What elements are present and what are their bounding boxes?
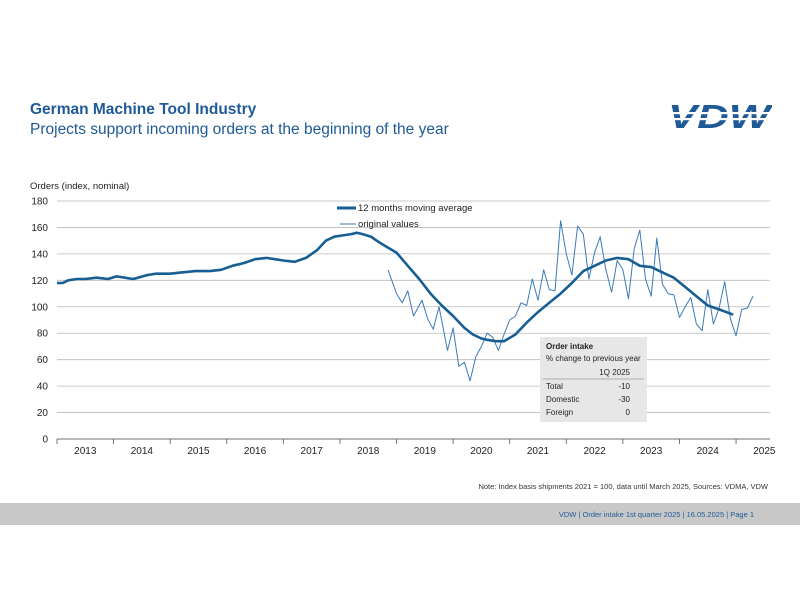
x-ticks: 2013 2014 2015 2016 2017 2018 2019 2020 2021 2022… <box>56 439 776 457</box>
x-tick-label: 2014 <box>131 446 154 457</box>
orders-chart: Orders (index, nominal) 0 20 40 60 80 100 120 1… <box>30 181 776 457</box>
x-tick-label: 2022 <box>583 446 606 457</box>
inset-row-value: -10 <box>618 382 630 391</box>
y-tick-label: 180 <box>31 197 48 208</box>
inset-row-label: Total <box>546 382 563 391</box>
footer-text: VDW | Order intake 1st quarter 2025 | 16… <box>558 510 754 519</box>
y-tick-label: 140 <box>31 249 48 260</box>
inset-row-label: Foreign <box>546 408 573 417</box>
y-tick-label: 0 <box>42 435 48 446</box>
inset-subtitle: % change to previous year <box>546 354 641 363</box>
y-tick-label: 100 <box>31 302 48 313</box>
y-ticks: 0 20 40 60 80 100 120 140 160 180 <box>31 197 48 446</box>
page-title: German Machine Tool Industry <box>30 101 257 118</box>
grid <box>57 200 770 440</box>
y-tick-label: 80 <box>37 329 49 340</box>
source-note: Note: Index basis shipments 2021 = 100, … <box>478 482 768 491</box>
x-tick-label: 2021 <box>527 446 550 457</box>
y-tick-label: 40 <box>37 382 49 393</box>
vdw-logo-text: VDW <box>668 103 772 130</box>
y-axis-label: Orders (index, nominal) <box>30 181 129 192</box>
inset-title: Order intake <box>546 342 594 351</box>
x-tick-label: 2017 <box>301 446 324 457</box>
series-line-moving-average <box>57 231 734 343</box>
page-subtitle: Projects support incoming orders at the … <box>30 121 449 138</box>
inset-row-label: Domestic <box>546 395 579 404</box>
x-tick-label: 2015 <box>187 446 210 457</box>
x-tick-label: 2016 <box>244 446 267 457</box>
inset-column-header: 1Q 2025 <box>599 368 630 377</box>
inset-background <box>540 337 647 422</box>
inset-row-value: 0 <box>626 408 631 417</box>
y-tick-label: 20 <box>37 408 49 419</box>
legend-label-moving-average: 12 months moving average <box>358 203 473 214</box>
x-tick-label: 2013 <box>74 446 97 457</box>
inset-row-value: -30 <box>618 395 630 404</box>
footer-bar: VDW | Order intake 1st quarter 2025 | 16… <box>0 503 800 525</box>
order-intake-box: Order intake % change to previous year 1… <box>540 337 647 422</box>
x-tick-label: 2018 <box>357 446 380 457</box>
x-tick-label: 2023 <box>640 446 663 457</box>
x-tick-label: 2024 <box>697 446 720 457</box>
series-line-original-values <box>387 220 754 382</box>
x-tick-label: 2025 <box>753 446 776 457</box>
y-tick-label: 60 <box>37 355 49 366</box>
y-tick-label: 120 <box>31 276 48 287</box>
x-tick-label: 2019 <box>414 446 437 457</box>
x-tick-label: 2020 <box>470 446 493 457</box>
legend-label-original: original values <box>358 219 419 230</box>
legend: 12 months moving average original values <box>337 203 473 230</box>
y-tick-label: 160 <box>31 223 48 234</box>
vdw-logo: VDW <box>668 103 772 130</box>
series-lines <box>57 220 754 382</box>
